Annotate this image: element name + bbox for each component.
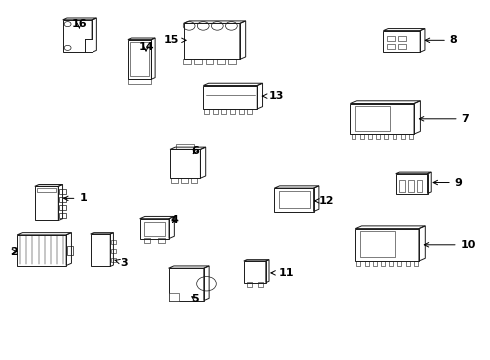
Bar (59, 213, 66, 217)
Bar (247, 282, 252, 287)
Bar (352, 134, 356, 139)
Bar (194, 59, 202, 64)
Bar (85, 39, 93, 52)
Bar (397, 261, 401, 266)
Bar (203, 85, 257, 109)
Bar (406, 261, 410, 266)
Bar (244, 261, 266, 283)
Bar (213, 109, 218, 114)
Bar (144, 222, 165, 236)
Text: 4: 4 (171, 215, 178, 225)
Bar (228, 59, 236, 64)
Text: 15: 15 (164, 35, 186, 45)
Bar (408, 180, 414, 192)
Text: 8: 8 (425, 35, 458, 45)
Bar (144, 238, 150, 243)
Bar (373, 261, 377, 266)
Bar (279, 191, 310, 208)
Bar (140, 219, 169, 239)
Bar (176, 144, 194, 149)
Bar (59, 189, 66, 194)
Bar (191, 178, 197, 183)
Bar (128, 79, 151, 84)
Bar (416, 180, 422, 192)
Bar (181, 178, 188, 183)
Bar (384, 134, 388, 139)
Bar (357, 261, 361, 266)
Bar (111, 249, 116, 253)
Text: 13: 13 (263, 91, 284, 101)
Bar (401, 134, 405, 139)
Bar (414, 261, 417, 266)
Text: 2: 2 (10, 247, 18, 257)
Text: 14: 14 (138, 42, 154, 52)
Bar (383, 31, 420, 52)
Bar (230, 109, 235, 114)
Bar (170, 149, 200, 178)
Bar (169, 292, 179, 301)
Text: 6: 6 (191, 146, 199, 156)
Bar (111, 240, 116, 244)
Text: 1: 1 (64, 193, 87, 203)
Text: 11: 11 (271, 268, 294, 278)
Text: 3: 3 (115, 258, 128, 268)
Bar (204, 109, 209, 114)
Bar (392, 134, 396, 139)
Bar (355, 229, 419, 261)
Bar (169, 268, 204, 301)
Bar (409, 134, 413, 139)
Bar (376, 134, 380, 139)
Bar (355, 107, 391, 131)
Text: 7: 7 (419, 114, 469, 124)
Bar (205, 59, 213, 64)
Text: 10: 10 (424, 240, 476, 250)
Bar (183, 23, 240, 59)
Bar (360, 134, 364, 139)
Bar (387, 36, 395, 41)
Bar (399, 180, 405, 192)
Bar (37, 188, 56, 192)
Bar (381, 261, 385, 266)
Bar (398, 44, 406, 49)
Bar (158, 238, 165, 243)
Bar (171, 178, 178, 183)
Bar (258, 282, 263, 287)
Bar (221, 109, 226, 114)
Bar (63, 20, 92, 52)
Bar (59, 205, 66, 210)
Bar (387, 44, 395, 49)
Bar (247, 109, 252, 114)
Text: 16: 16 (72, 19, 87, 30)
Bar (368, 134, 372, 139)
Text: 5: 5 (191, 294, 199, 304)
Bar (128, 40, 151, 79)
Bar (130, 42, 149, 76)
Bar (183, 59, 191, 64)
Bar (350, 104, 414, 134)
Bar (59, 197, 66, 202)
Bar (389, 261, 393, 266)
Bar (396, 174, 427, 194)
Bar (274, 188, 314, 211)
Bar (365, 261, 368, 266)
Bar (360, 231, 395, 257)
Bar (35, 186, 58, 220)
Text: 9: 9 (433, 177, 463, 188)
Bar (17, 235, 66, 265)
Text: 12: 12 (315, 196, 334, 206)
Bar (67, 246, 73, 255)
Bar (91, 234, 110, 266)
Bar (217, 59, 224, 64)
Bar (398, 36, 406, 41)
Bar (111, 258, 116, 262)
Bar (239, 109, 244, 114)
